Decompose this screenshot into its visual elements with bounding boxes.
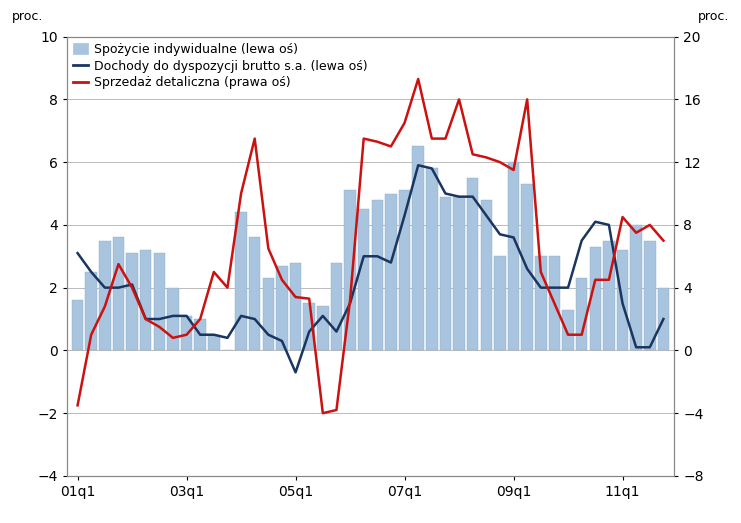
Bar (153, 253, 165, 350)
Bar (494, 256, 505, 350)
Bar (644, 241, 656, 350)
Bar (276, 266, 288, 350)
Bar (249, 237, 261, 350)
Bar (194, 319, 206, 350)
Bar (140, 250, 151, 350)
Bar (480, 200, 492, 350)
Bar (399, 190, 411, 350)
Bar (522, 184, 533, 350)
Bar (562, 310, 574, 350)
Bar (657, 288, 669, 350)
Bar (236, 212, 247, 350)
Bar (548, 256, 560, 350)
Bar (576, 278, 588, 350)
Bar (330, 263, 342, 350)
Text: proc.: proc. (697, 10, 729, 24)
Bar (617, 250, 628, 350)
Bar (467, 178, 479, 350)
Bar (508, 162, 519, 350)
Bar (426, 168, 438, 350)
Bar (126, 253, 138, 350)
Bar (290, 263, 302, 350)
Bar (167, 288, 179, 350)
Bar (303, 303, 315, 350)
Bar (317, 306, 328, 350)
Bar (439, 197, 451, 350)
Bar (72, 300, 84, 350)
Bar (85, 272, 97, 350)
Bar (99, 241, 110, 350)
Bar (371, 200, 383, 350)
Legend: Spożycie indywidualne (lewa oś), Dochody do dyspozycji brutto s.a. (lewa oś), Sp: Spożycie indywidualne (lewa oś), Dochody… (73, 43, 368, 89)
Bar (358, 209, 370, 350)
Bar (453, 197, 465, 350)
Bar (113, 237, 124, 350)
Bar (345, 190, 356, 350)
Bar (385, 194, 396, 350)
Bar (535, 256, 547, 350)
Text: proc.: proc. (12, 10, 44, 24)
Bar (181, 316, 193, 350)
Bar (603, 241, 615, 350)
Bar (208, 335, 219, 350)
Bar (262, 278, 274, 350)
Bar (590, 247, 601, 350)
Bar (631, 225, 642, 350)
Bar (413, 146, 424, 350)
